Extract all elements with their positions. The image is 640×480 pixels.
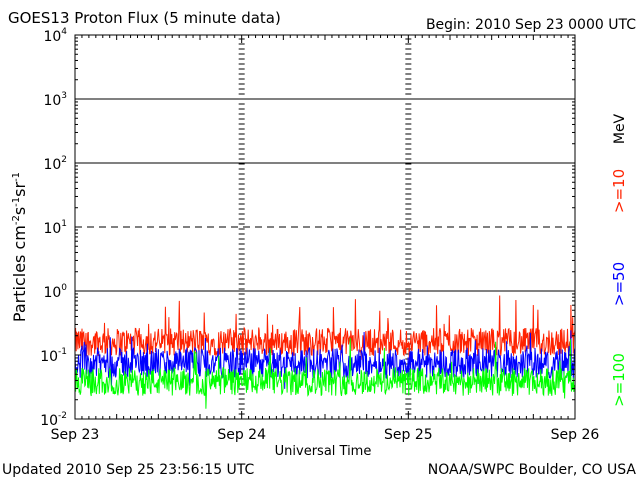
y-tick-label: 102 <box>43 155 67 173</box>
data-series <box>74 295 576 409</box>
x-axis-label: Universal Time <box>275 444 372 459</box>
y-tick-label-base: 10 <box>40 349 58 365</box>
x-tick-label: Sep 26 <box>551 427 600 443</box>
y-axis-label-sr: sr <box>10 182 29 197</box>
x-tick-label: Sep 23 <box>51 427 100 443</box>
legend-series-ge100: >=100 <box>610 353 628 407</box>
y-axis-label-s: s <box>10 207 29 215</box>
y-tick-label-base: 10 <box>43 157 61 173</box>
updated-timestamp: Updated 2010 Sep 25 23:56:15 UTC <box>2 462 255 478</box>
series-line-2 <box>74 338 576 409</box>
y-tick-label-base: 10 <box>43 93 61 109</box>
y-tick-label-base: 10 <box>43 29 61 45</box>
y-axis-label: Particles cm-2s-1sr-1 <box>10 172 29 322</box>
y-tick-label: 101 <box>43 219 67 237</box>
y-tick-label: 104 <box>43 27 67 45</box>
legend-unit-mev: MeV <box>612 113 628 144</box>
credit-text: NOAA/SWPC Boulder, CO USA <box>428 462 637 478</box>
y-tick-label: 10-2 <box>40 411 67 429</box>
legend-series-ge50: >=50 <box>610 262 628 306</box>
legend: MeV >=10 >=50 >=100 <box>610 113 628 406</box>
y-tick-label-exponent: 2 <box>61 155 67 165</box>
y-tick-label-exponent: 1 <box>61 219 67 229</box>
y-axis-label-exp1: -2 <box>11 215 22 225</box>
y-tick-label-exponent: -2 <box>58 411 67 421</box>
y-tick-label-exponent: 4 <box>61 27 67 37</box>
y-tick-label: 100 <box>43 283 67 301</box>
series-line-1 <box>74 330 576 389</box>
y-axis-label-exp2: -1 <box>11 197 22 207</box>
series-line-0 <box>74 295 576 363</box>
y-axis-label-base: Particles cm <box>10 225 29 322</box>
begin-time: Begin: 2010 Sep 23 0000 UTC <box>426 17 636 33</box>
y-tick-label-exponent: 3 <box>61 91 67 101</box>
y-axis-label-exp3: -1 <box>11 172 22 182</box>
y-tick-label-exponent: 0 <box>61 283 67 293</box>
legend-series-ge10: >=10 <box>610 169 628 213</box>
y-tick-label-base: 10 <box>43 285 61 301</box>
y-tick-label-base: 10 <box>43 221 61 237</box>
chart-title: GOES13 Proton Flux (5 minute data) <box>8 9 281 27</box>
y-tick-label-base: 10 <box>40 413 58 429</box>
x-tick-label: Sep 25 <box>384 427 433 443</box>
x-tick-label: Sep 24 <box>217 427 266 443</box>
y-tick-label: 103 <box>43 91 67 109</box>
y-tick-label: 10-1 <box>40 347 67 365</box>
y-tick-label-exponent: -1 <box>58 347 67 357</box>
